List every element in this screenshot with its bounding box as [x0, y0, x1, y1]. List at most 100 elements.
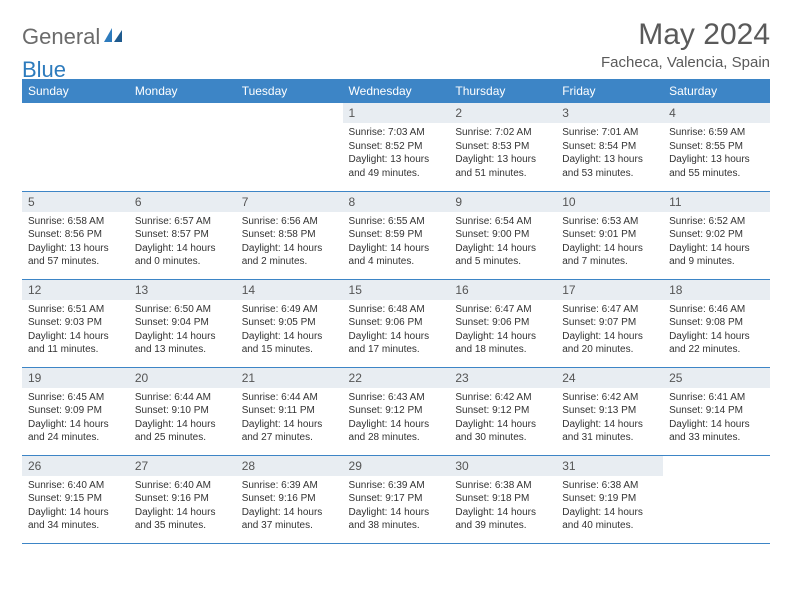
day-number: 15: [343, 280, 450, 300]
sunrise-line: Sunrise: 6:38 AM: [562, 479, 657, 493]
calendar-cell: 10Sunrise: 6:53 AMSunset: 9:01 PMDayligh…: [556, 191, 663, 279]
day-header: Thursday: [449, 79, 556, 103]
day-details: Sunrise: 6:42 AMSunset: 9:12 PMDaylight:…: [449, 388, 556, 449]
daylight-line: Daylight: 14 hours and 25 minutes.: [135, 418, 230, 445]
day-header: Saturday: [663, 79, 770, 103]
sunrise-line: Sunrise: 6:43 AM: [349, 391, 444, 405]
daylight-line: Daylight: 13 hours and 57 minutes.: [28, 242, 123, 269]
sunrise-line: Sunrise: 6:53 AM: [562, 215, 657, 229]
sunrise-line: Sunrise: 6:44 AM: [135, 391, 230, 405]
daylight-line: Daylight: 14 hours and 20 minutes.: [562, 330, 657, 357]
day-number: 25: [663, 368, 770, 388]
day-details: Sunrise: 6:40 AMSunset: 9:16 PMDaylight:…: [129, 476, 236, 537]
sunset-line: Sunset: 8:54 PM: [562, 140, 657, 154]
calendar-cell: 21Sunrise: 6:44 AMSunset: 9:11 PMDayligh…: [236, 367, 343, 455]
calendar-cell: 27Sunrise: 6:40 AMSunset: 9:16 PMDayligh…: [129, 455, 236, 543]
day-details: Sunrise: 6:56 AMSunset: 8:58 PMDaylight:…: [236, 212, 343, 273]
location-text: Facheca, Valencia, Spain: [601, 54, 770, 71]
calendar-cell: 8Sunrise: 6:55 AMSunset: 8:59 PMDaylight…: [343, 191, 450, 279]
calendar-cell: 13Sunrise: 6:50 AMSunset: 9:04 PMDayligh…: [129, 279, 236, 367]
day-details: Sunrise: 6:47 AMSunset: 9:06 PMDaylight:…: [449, 300, 556, 361]
day-number: 6: [129, 192, 236, 212]
daylight-line: Daylight: 14 hours and 7 minutes.: [562, 242, 657, 269]
day-number: 16: [449, 280, 556, 300]
calendar-cell: 16Sunrise: 6:47 AMSunset: 9:06 PMDayligh…: [449, 279, 556, 367]
day-number: 31: [556, 456, 663, 476]
calendar-cell: 1Sunrise: 7:03 AMSunset: 8:52 PMDaylight…: [343, 103, 450, 191]
day-details: Sunrise: 6:50 AMSunset: 9:04 PMDaylight:…: [129, 300, 236, 361]
daylight-line: Daylight: 13 hours and 49 minutes.: [349, 153, 444, 180]
sunrise-line: Sunrise: 6:40 AM: [135, 479, 230, 493]
calendar-cell: 15Sunrise: 6:48 AMSunset: 9:06 PMDayligh…: [343, 279, 450, 367]
daylight-line: Daylight: 13 hours and 55 minutes.: [669, 153, 764, 180]
day-details: Sunrise: 6:51 AMSunset: 9:03 PMDaylight:…: [22, 300, 129, 361]
day-number: 19: [22, 368, 129, 388]
day-header: Friday: [556, 79, 663, 103]
sunset-line: Sunset: 9:08 PM: [669, 316, 764, 330]
calendar-row: 26Sunrise: 6:40 AMSunset: 9:15 PMDayligh…: [22, 455, 770, 543]
calendar-cell: 30Sunrise: 6:38 AMSunset: 9:18 PMDayligh…: [449, 455, 556, 543]
calendar-body: 1Sunrise: 7:03 AMSunset: 8:52 PMDaylight…: [22, 103, 770, 543]
day-details: Sunrise: 6:58 AMSunset: 8:56 PMDaylight:…: [22, 212, 129, 273]
daylight-line: Daylight: 14 hours and 11 minutes.: [28, 330, 123, 357]
day-details: Sunrise: 6:53 AMSunset: 9:01 PMDaylight:…: [556, 212, 663, 273]
day-details: Sunrise: 6:40 AMSunset: 9:15 PMDaylight:…: [22, 476, 129, 537]
sail-icon: [102, 26, 124, 49]
day-details: Sunrise: 6:42 AMSunset: 9:13 PMDaylight:…: [556, 388, 663, 449]
day-details: Sunrise: 6:43 AMSunset: 9:12 PMDaylight:…: [343, 388, 450, 449]
sunrise-line: Sunrise: 6:54 AM: [455, 215, 550, 229]
sunrise-line: Sunrise: 6:39 AM: [349, 479, 444, 493]
daylight-line: Daylight: 14 hours and 4 minutes.: [349, 242, 444, 269]
header: General May 2024 Facheca, Valencia, Spai…: [22, 18, 770, 71]
brand-logo: General: [22, 18, 126, 50]
calendar-cell: [129, 103, 236, 191]
day-number: 9: [449, 192, 556, 212]
day-number: 7: [236, 192, 343, 212]
daylight-line: Daylight: 14 hours and 38 minutes.: [349, 506, 444, 533]
calendar-cell: 29Sunrise: 6:39 AMSunset: 9:17 PMDayligh…: [343, 455, 450, 543]
calendar-cell: 19Sunrise: 6:45 AMSunset: 9:09 PMDayligh…: [22, 367, 129, 455]
sunset-line: Sunset: 9:14 PM: [669, 404, 764, 418]
calendar-cell: 7Sunrise: 6:56 AMSunset: 8:58 PMDaylight…: [236, 191, 343, 279]
daylight-line: Daylight: 14 hours and 9 minutes.: [669, 242, 764, 269]
day-details: Sunrise: 6:38 AMSunset: 9:19 PMDaylight:…: [556, 476, 663, 537]
sunset-line: Sunset: 9:09 PM: [28, 404, 123, 418]
sunrise-line: Sunrise: 7:02 AM: [455, 126, 550, 140]
day-details: Sunrise: 7:03 AMSunset: 8:52 PMDaylight:…: [343, 123, 450, 184]
day-details: Sunrise: 6:39 AMSunset: 9:17 PMDaylight:…: [343, 476, 450, 537]
daylight-line: Daylight: 14 hours and 5 minutes.: [455, 242, 550, 269]
calendar-cell: [663, 455, 770, 543]
brand-part2: Blue: [22, 57, 66, 83]
day-details: Sunrise: 7:02 AMSunset: 8:53 PMDaylight:…: [449, 123, 556, 184]
sunset-line: Sunset: 9:06 PM: [455, 316, 550, 330]
day-number: 3: [556, 103, 663, 123]
calendar-cell: 25Sunrise: 6:41 AMSunset: 9:14 PMDayligh…: [663, 367, 770, 455]
sunrise-line: Sunrise: 6:51 AM: [28, 303, 123, 317]
sunset-line: Sunset: 9:02 PM: [669, 228, 764, 242]
sunrise-line: Sunrise: 6:40 AM: [28, 479, 123, 493]
daylight-line: Daylight: 14 hours and 0 minutes.: [135, 242, 230, 269]
calendar-cell: 11Sunrise: 6:52 AMSunset: 9:02 PMDayligh…: [663, 191, 770, 279]
calendar-cell: 31Sunrise: 6:38 AMSunset: 9:19 PMDayligh…: [556, 455, 663, 543]
day-details: Sunrise: 6:44 AMSunset: 9:10 PMDaylight:…: [129, 388, 236, 449]
daylight-line: Daylight: 13 hours and 51 minutes.: [455, 153, 550, 180]
daylight-line: Daylight: 14 hours and 30 minutes.: [455, 418, 550, 445]
day-number: 23: [449, 368, 556, 388]
calendar-row: 1Sunrise: 7:03 AMSunset: 8:52 PMDaylight…: [22, 103, 770, 191]
daylight-line: Daylight: 14 hours and 40 minutes.: [562, 506, 657, 533]
day-number: 14: [236, 280, 343, 300]
day-details: Sunrise: 6:45 AMSunset: 9:09 PMDaylight:…: [22, 388, 129, 449]
sunset-line: Sunset: 8:55 PM: [669, 140, 764, 154]
sunset-line: Sunset: 9:16 PM: [242, 492, 337, 506]
day-header: Monday: [129, 79, 236, 103]
day-number: 2: [449, 103, 556, 123]
calendar-cell: 24Sunrise: 6:42 AMSunset: 9:13 PMDayligh…: [556, 367, 663, 455]
calendar-cell: 9Sunrise: 6:54 AMSunset: 9:00 PMDaylight…: [449, 191, 556, 279]
day-details: Sunrise: 6:41 AMSunset: 9:14 PMDaylight:…: [663, 388, 770, 449]
sunset-line: Sunset: 9:05 PM: [242, 316, 337, 330]
day-details: Sunrise: 6:57 AMSunset: 8:57 PMDaylight:…: [129, 212, 236, 273]
calendar-cell: [236, 103, 343, 191]
calendar-cell: 28Sunrise: 6:39 AMSunset: 9:16 PMDayligh…: [236, 455, 343, 543]
calendar-cell: 17Sunrise: 6:47 AMSunset: 9:07 PMDayligh…: [556, 279, 663, 367]
sunrise-line: Sunrise: 6:42 AM: [455, 391, 550, 405]
